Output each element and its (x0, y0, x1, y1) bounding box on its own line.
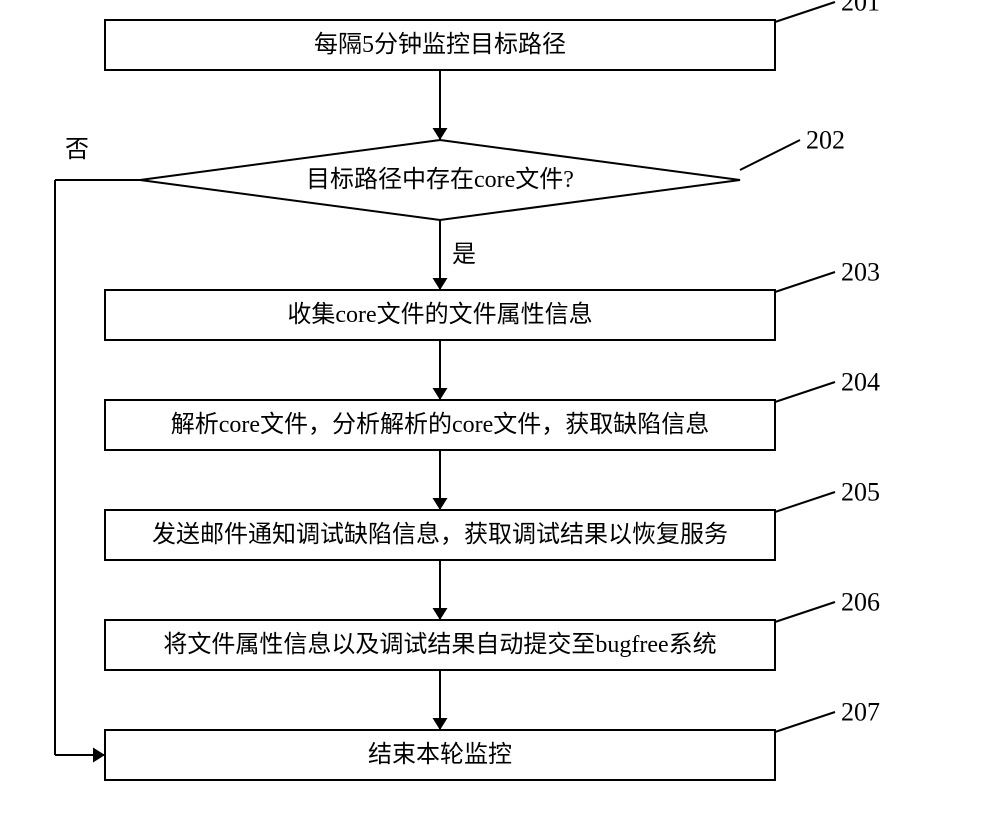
box-203-text: 收集core文件的文件属性信息 (287, 301, 592, 328)
box-205-num: 205 (841, 478, 880, 507)
box-203-num: 203 (841, 258, 880, 287)
box-205-text: 发送邮件通知调试缺陷信息，获取调试结果以恢复服务 (152, 521, 728, 548)
box-201-text: 每隔5分钟监控目标路径 (314, 31, 566, 58)
diamond-202-num: 202 (806, 126, 845, 155)
box-204-text: 解析core文件，分析解析的core文件，获取缺陷信息 (171, 411, 710, 438)
box-204-num: 204 (841, 368, 880, 397)
box-207-num: 207 (841, 698, 880, 727)
box-207-text: 结束本轮监控 (368, 741, 512, 768)
box-206-num: 206 (841, 588, 880, 617)
flowchart: 每隔5分钟监控目标路径 201 目标路径中存在core文件? 202 收集core文件的… (0, 0, 1000, 839)
label-no: 否 (65, 137, 89, 163)
diamond-202-text: 目标路径中存在core文件? (306, 166, 574, 193)
box-201-num: 201 (841, 0, 880, 17)
label-yes: 是 (452, 242, 476, 268)
box-206-text: 将文件属性信息以及调试结果自动提交至bugfree系统 (163, 631, 716, 658)
